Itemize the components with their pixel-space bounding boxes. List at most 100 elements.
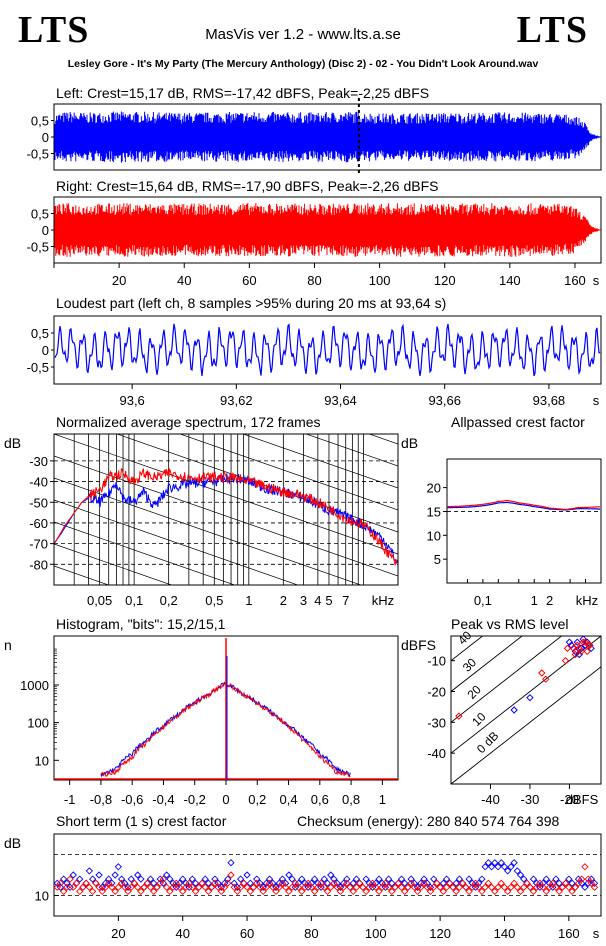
shortcrest-point-right xyxy=(465,887,473,896)
shortcrest-point-right xyxy=(153,883,161,891)
spectrum-xtick-label: 5 xyxy=(325,593,332,608)
time-xtick-label: 160 xyxy=(564,273,586,288)
shortcrest-point-right xyxy=(310,887,319,896)
shortcrest-point-right xyxy=(130,879,139,887)
peakrms-point-left xyxy=(571,647,580,656)
shortcrest-point-left xyxy=(272,883,280,891)
left-waveform-ytick-label: -0,5 xyxy=(27,147,49,162)
shortcrest-point-right xyxy=(301,883,309,891)
peakrms-title: Peak vs RMS level xyxy=(451,616,568,632)
peakrms-point-right xyxy=(561,656,570,665)
spectrum-xtick-label: 1 xyxy=(245,593,252,608)
left-waveform-ytick-label: 0,5 xyxy=(31,114,49,129)
peakrms-point-left xyxy=(579,635,587,643)
shortcrest-point-left xyxy=(343,875,351,883)
spectrum-xtick-label: 0,5 xyxy=(205,593,223,608)
shortcrest-point-left xyxy=(352,875,361,883)
shortcrest-point-right xyxy=(204,887,213,896)
shortcrest-point-left xyxy=(105,875,113,883)
histogram-title: Histogram, "bits": 15,2/15,1 xyxy=(56,616,226,632)
peakrms-ytick-label: -30 xyxy=(427,715,446,730)
shortcrest-point-right xyxy=(253,879,261,887)
shortcrest-point-right xyxy=(95,883,103,891)
shortcrest-point-left xyxy=(162,871,171,879)
shortcrest-point-left xyxy=(574,875,583,883)
shortcrest-point-left xyxy=(520,875,528,883)
shortcrest-point-left xyxy=(584,879,592,887)
shortcrest-point-right xyxy=(542,887,550,896)
peakrms-xlabel: dBFS xyxy=(566,792,599,807)
crest-xtick-label: 2 xyxy=(546,593,553,608)
shortcrest-point-left xyxy=(227,859,235,867)
shortcrest-point-left xyxy=(166,875,174,883)
spectrum-ylabel: dB xyxy=(4,435,21,451)
shortcrest-point-left xyxy=(76,875,84,883)
shortcrest-point-left xyxy=(117,875,126,883)
shortcrest-point-right xyxy=(452,887,460,896)
shortcrest-point-right xyxy=(117,879,126,887)
time-xtick-label: 100 xyxy=(369,273,391,288)
shortcrest-point-right xyxy=(140,883,148,891)
shortcrest-point-left xyxy=(188,875,196,883)
spectrum-ytick-label: -50 xyxy=(29,495,48,510)
peakrms-ylabel: dBFS xyxy=(401,637,436,653)
shortcrest-point-left xyxy=(307,879,316,887)
shortcrest-point-right xyxy=(423,883,431,891)
shortcrest-point-right xyxy=(436,883,444,891)
shortcrest-point-left xyxy=(201,875,209,883)
shortcrest-point-right xyxy=(526,883,534,891)
peakrms-point-left xyxy=(567,641,576,649)
shortcrest-point-left xyxy=(233,883,242,891)
shortcrest-xtick-label: 40 xyxy=(175,926,189,941)
shortcrest-point-left xyxy=(291,883,299,891)
shortcrest-point-right xyxy=(211,879,219,887)
shortcrest-point-right xyxy=(391,883,399,891)
shortcrest-point-left xyxy=(378,879,386,887)
time-xtick-label: 140 xyxy=(499,273,521,288)
peakrms-point-right xyxy=(573,641,582,649)
shortcrest-point-left xyxy=(88,875,97,883)
shortcrest-point-left xyxy=(124,883,132,891)
shortcrest-point-left xyxy=(298,875,306,883)
spectrum-slope xyxy=(54,477,362,585)
histogram-xtick-label: -0,4 xyxy=(152,792,174,807)
shortcrest-point-right xyxy=(56,879,65,887)
shortcrest-xtick-label: 60 xyxy=(240,926,254,941)
peakrms-crest-label: 0 dB xyxy=(474,729,501,756)
shortcrest-point-right xyxy=(356,879,364,887)
histogram-xtick-label: 1 xyxy=(379,792,386,807)
shortcrest-point-right xyxy=(227,871,235,879)
shortcrest-point-right xyxy=(545,883,554,891)
shortcrest-point-right xyxy=(336,887,345,896)
shortcrest-point-left xyxy=(108,879,116,887)
shortcrest-point-right xyxy=(175,883,184,891)
shortcrest-point-left xyxy=(179,875,187,883)
loudest-xtick-label: 93,68 xyxy=(533,393,566,408)
crest-xtick-label: 1 xyxy=(531,593,538,608)
app-title: MasVis ver 1.2 - www.lts.a.se xyxy=(205,26,401,43)
shortcrest-point-left xyxy=(336,883,345,891)
shortcrest-point-left xyxy=(487,863,496,871)
shortcrest-point-right xyxy=(185,879,193,887)
spectrum-xtick-label: 4 xyxy=(314,593,321,608)
spectrum-xtick-label: 0,2 xyxy=(160,593,178,608)
shortcrest-point-right xyxy=(352,883,361,891)
shortcrest-point-right xyxy=(307,883,316,891)
shortcrest-point-right xyxy=(561,879,570,887)
shortcrest-point-right xyxy=(156,879,164,887)
histogram-ytick-label: 1000 xyxy=(20,678,49,693)
spectrum-xtick-label: 3 xyxy=(300,593,307,608)
shortcrest-point-left xyxy=(288,875,296,883)
shortcrest-point-right xyxy=(520,883,528,891)
shortcrest-point-left xyxy=(278,875,287,883)
shortcrest-xtick-label: 20 xyxy=(111,926,125,941)
shortcrest-point-right xyxy=(214,883,222,891)
shortcrest-point-left xyxy=(423,879,431,887)
shortcrest-point-left xyxy=(497,859,505,867)
shortcrest-point-right xyxy=(397,883,406,891)
shortcrest-point-right xyxy=(468,883,476,891)
shortcrest-point-right xyxy=(275,883,283,891)
shortcrest-point-left xyxy=(330,875,338,883)
loudest-xtick-label: 93,64 xyxy=(324,393,357,408)
peakrms-point-left xyxy=(565,638,574,646)
